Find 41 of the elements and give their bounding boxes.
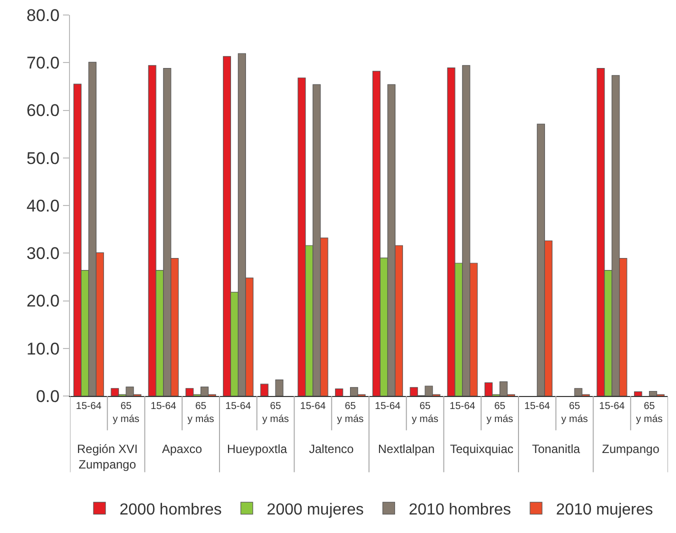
y-tick-label: 0.0	[36, 386, 60, 406]
text: Región XVI Zumpango	[77, 442, 138, 472]
text: Apaxco	[162, 442, 202, 456]
legend-label: 2010 hombres	[408, 501, 512, 518]
text: Tequixquiac	[450, 442, 514, 456]
y-tick-label: 30.0	[26, 244, 60, 264]
x-tick-label: 65 y más	[336, 401, 364, 425]
y-tick-label: 50.0	[26, 148, 60, 168]
x-tick-label: 65 y más	[262, 401, 289, 425]
y-tick-label: 70.0	[26, 54, 60, 73]
x-tick-label: 65 y más	[561, 401, 588, 425]
bar	[634, 391, 642, 396]
legend-label: 2000 mujeres	[266, 501, 364, 518]
x-tick-label: 15-64	[524, 401, 550, 412]
y-tick-label: 40.0	[26, 196, 60, 216]
y-tick-label: 60.0	[26, 101, 60, 120]
y-tick-label: 10.0	[26, 339, 60, 358]
y-tick-label: 80.0	[26, 6, 60, 25]
x-tick-label: 15-64	[599, 401, 626, 412]
x-tick-label: 15-64	[374, 401, 401, 412]
x-tick-label: 65 y más	[412, 401, 438, 425]
text: Nextlalpan	[378, 442, 435, 456]
legend-label: 2000 hombres	[120, 501, 222, 518]
bar	[335, 388, 344, 396]
text: Tonanitla	[532, 442, 580, 456]
bar	[260, 384, 268, 396]
x-tick-label: 15-64	[450, 401, 476, 412]
text: Hueypoxtla	[227, 442, 288, 456]
y-tick-label: 20.0	[26, 292, 60, 311]
x-tick-label: 65 y más	[486, 401, 514, 425]
x-tick-label: 65 y más	[636, 401, 663, 425]
x-tick-label: 15-64	[76, 401, 102, 412]
x-tick-label: 15-64	[225, 401, 252, 412]
x-tick-label: 65 y más	[112, 401, 140, 425]
x-tick-label: 65 y más	[187, 401, 214, 425]
x-tick-label: 15-64	[150, 401, 177, 412]
x-tick-label: 15-64	[300, 401, 326, 412]
legend-label: 2010 mujeres	[556, 501, 653, 518]
text: Zumpango	[602, 442, 660, 456]
text: Jaltenco	[309, 442, 354, 456]
bar	[275, 380, 284, 396]
